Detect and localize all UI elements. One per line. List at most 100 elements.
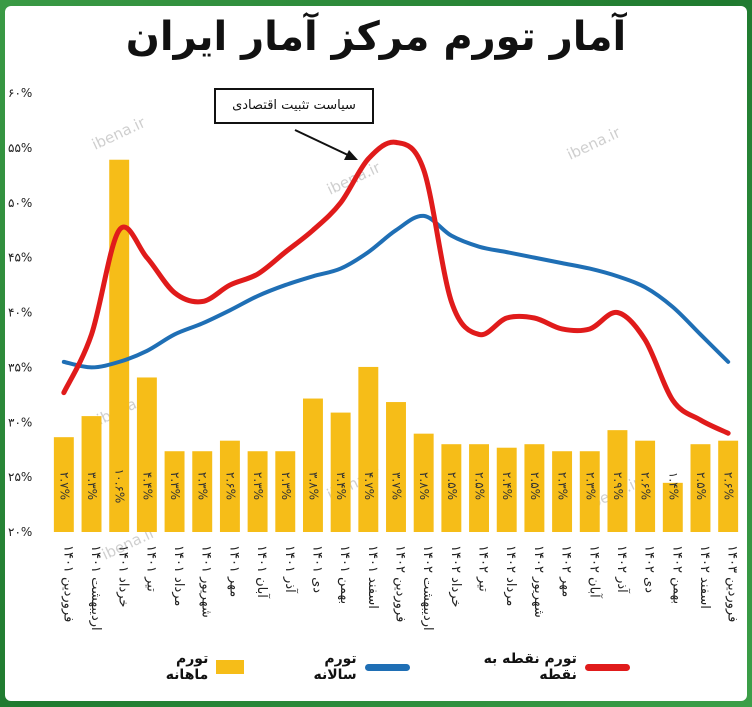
x-tick-label: تیر ۱۴۰۱: [143, 545, 158, 592]
legend-item-monthly: تورم ماهانه: [130, 651, 244, 683]
monthly-bar: [302, 398, 323, 532]
chart-title: آمار تورم مرکز آمار ایران: [125, 14, 627, 60]
monthly-bar: [496, 447, 517, 532]
monthly-bar: [275, 451, 296, 532]
monthly-bar: [524, 444, 545, 532]
watermark: ibena.ir: [564, 123, 624, 164]
x-tick-label: بهمن ۱۴۰۱: [337, 545, 352, 604]
x-tick-label: فروردین ۱۴۰۱: [60, 545, 75, 622]
x-tick-label: اردیبهشت ۱۴۰۲: [420, 545, 435, 631]
x-tick-label: مهر ۱۴۰۲: [559, 545, 574, 597]
legend-label-point: تورم نقطه به نقطه: [483, 651, 577, 683]
x-tick-label: فروردین ۱۴۰۲: [393, 545, 408, 622]
monthly-bar-label: ۱۰.۶%: [113, 469, 127, 504]
legend-item-point: تورم نقطه به نقطه: [444, 651, 630, 683]
x-tick-label: شهریور ۱۴۰۲: [531, 545, 546, 618]
y-tick-label: ۵۰%: [8, 196, 32, 210]
y-tick-label: ۲۵%: [8, 470, 32, 484]
monthly-bar-label: ۲.۹%: [611, 472, 625, 500]
monthly-bar-label: ۲.۸%: [417, 472, 431, 500]
x-tick-label: آبان ۱۴۰۲: [586, 545, 603, 599]
monthly-bar: [247, 451, 268, 532]
monthly-bar-label: ۲.۳%: [556, 472, 570, 500]
annotation-box: سیاست تثبیت اقتصادی: [214, 88, 374, 124]
monthly-bar-label: ۱.۴%: [666, 472, 680, 500]
legend-swatch-monthly: [216, 660, 244, 674]
y-tick-label: ۲۰%: [8, 525, 32, 539]
legend-label-monthly: تورم ماهانه: [165, 651, 209, 683]
monthly-bar-label: ۲.۵%: [445, 472, 459, 500]
annual-inflation-line: [61, 213, 731, 370]
monthly-bar-label: ۳.۷%: [390, 472, 404, 500]
x-tick-label: آذر ۱۴۰۱: [282, 545, 299, 594]
monthly-bar-label: ۳.۴%: [334, 472, 348, 500]
y-tick-label: ۴۰%: [8, 306, 32, 320]
bar-labels: ۲.۷% ۳.۳% ۱۰.۶% ۴.۴% ۲.۳% ۲.۳% ۲.۶% ۲.۳% ۲.۳% ۳.۸…: [57, 469, 735, 504]
x-tick-label: اسفند ۱۴۰۱: [365, 545, 380, 609]
monthly-bar: [330, 412, 351, 532]
legend-label-annual: تورم سالانه: [313, 651, 357, 683]
x-tick-label: شهریور ۱۴۰۱: [199, 545, 214, 618]
monthly-bar: [192, 451, 213, 532]
monthly-bar: [469, 444, 490, 532]
x-tick-label: مرداد ۱۴۰۲: [503, 545, 518, 606]
monthly-bars: [53, 159, 739, 532]
monthly-bar-label: ۲.۳%: [168, 472, 182, 500]
monthly-bar: [690, 444, 711, 532]
legend-swatch-annual: [364, 663, 410, 671]
monthly-bar: [109, 159, 130, 532]
x-tick-label: خرداد ۱۴۰۱: [116, 545, 131, 607]
x-tick-label: دی ۱۴۰۱: [309, 545, 324, 593]
legend-swatch-point: [584, 663, 630, 671]
monthly-bar-label: ۲.۵%: [473, 472, 487, 500]
x-tick-label: اسفند ۱۴۰۲: [697, 545, 712, 609]
y-tick-label: ۵۵%: [8, 141, 32, 155]
x-axis-labels: فروردین ۱۴۰۱ اردیبهشت ۱۴۰۱ خرداد ۱۴۰۱ تیر ۱…: [60, 545, 739, 631]
monthly-bar-label: ۲.۵%: [528, 472, 542, 500]
monthly-bar-label: ۲.۶%: [722, 472, 736, 500]
x-tick-label: آبان ۱۴۰۱: [254, 545, 271, 599]
point-inflation-line: [61, 139, 731, 436]
x-tick-label: اردیبهشت ۱۴۰۱: [88, 545, 103, 631]
x-tick-label: آذر ۱۴۰۲: [614, 545, 631, 594]
x-tick-label: بهمن ۱۴۰۲: [669, 545, 684, 604]
monthly-bar-label: ۲.۶%: [639, 472, 653, 500]
monthly-bar: [219, 440, 240, 532]
x-tick-label: مرداد ۱۴۰۱: [171, 545, 186, 606]
monthly-bar-label: ۲.۶%: [223, 472, 237, 500]
x-tick-label: تیر ۱۴۰۲: [476, 545, 491, 592]
x-tick-label: دی ۱۴۰۲: [642, 545, 657, 593]
monthly-bar-label: ۲.۴%: [500, 472, 514, 500]
y-tick-label: ۶۰%: [8, 86, 32, 100]
monthly-bar: [718, 440, 739, 532]
monthly-bar-label: ۳.۸%: [306, 472, 320, 500]
monthly-bar: [552, 451, 573, 532]
monthly-bar: [413, 433, 434, 532]
monthly-bar: [607, 430, 628, 532]
watermark: ibena.ir: [89, 113, 149, 154]
monthly-bar: [662, 482, 683, 532]
y-tick-label: ۳۵%: [8, 360, 32, 374]
monthly-bar: [358, 366, 379, 532]
monthly-bar-label: ۲.۳%: [251, 472, 265, 500]
monthly-bar: [579, 451, 600, 532]
x-tick-label: مهر ۱۴۰۱: [226, 545, 241, 597]
monthly-bar-label: ۴.۷%: [362, 472, 376, 500]
y-axis: ۲۰% ۲۵% ۳۰% ۳۵% ۴۰% ۴۵% ۵۰% ۵۵% ۶۰%: [8, 86, 32, 539]
legend-item-annual: تورم سالانه: [278, 651, 410, 683]
x-tick-label: خرداد ۱۴۰۲: [448, 545, 463, 607]
y-tick-label: ۳۰%: [8, 415, 32, 429]
monthly-bar: [635, 440, 656, 532]
monthly-bar: [164, 451, 185, 532]
monthly-bar-label: ۴.۴%: [140, 472, 154, 500]
monthly-bar-label: ۲.۷%: [57, 472, 71, 500]
monthly-bar: [81, 416, 102, 532]
monthly-bar: [53, 437, 74, 532]
monthly-bar-label: ۲.۳%: [583, 472, 597, 500]
monthly-bar-label: ۲.۳%: [196, 472, 210, 500]
monthly-bar: [386, 402, 406, 532]
x-tick-label: فروردین ۱۴۰۳: [725, 545, 740, 622]
annotation-arrow: [294, 129, 358, 160]
monthly-bar-label: ۲.۵%: [694, 472, 708, 500]
